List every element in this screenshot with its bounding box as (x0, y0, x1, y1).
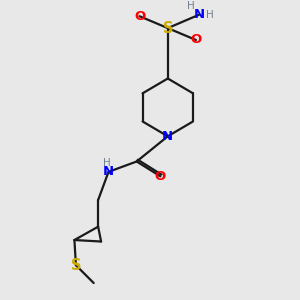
Text: H: H (206, 10, 214, 20)
Text: N: N (193, 8, 205, 21)
Text: O: O (155, 170, 166, 183)
Text: S: S (71, 258, 81, 273)
Text: H: H (187, 2, 194, 11)
Text: O: O (134, 10, 145, 23)
Text: N: N (162, 130, 173, 143)
Text: H: H (103, 158, 111, 168)
Text: S: S (163, 21, 173, 36)
Text: O: O (190, 34, 202, 46)
Text: N: N (103, 165, 114, 178)
